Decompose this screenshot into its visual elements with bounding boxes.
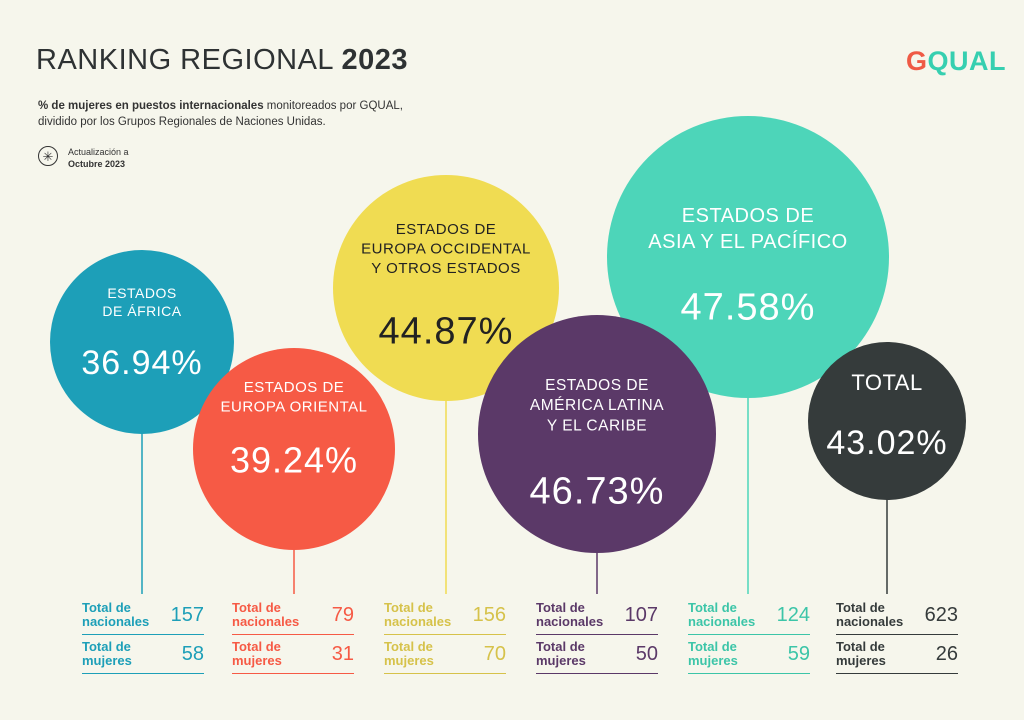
stats-row-mujeres: Total de mujeres 58 (82, 635, 204, 674)
bubble-label-asia-pacifico: ASIA Y EL PACÍFICO (648, 230, 847, 253)
stats-value-nacionales: 156 (472, 603, 506, 626)
stats-block-europa-occidental: Total de nacionales 156 Total de mujeres 70 (384, 596, 506, 674)
stats-row-mujeres: Total de mujeres 26 (836, 635, 958, 674)
stats-label-mujeres: Total de mujeres (836, 639, 886, 668)
bubble-europa-oriental (193, 348, 395, 550)
stats-label-nacionales: Total de nacionales (232, 600, 300, 629)
bubble-label-europa-occidental: EUROPA OCCIDENTAL (361, 241, 531, 258)
stats-label-nacionales: Total de nacionales (688, 600, 756, 629)
bubble-label-africa: ESTADOS (107, 285, 176, 301)
subtitle: % de mujeres en puestos internacionales … (38, 100, 403, 128)
stats-label-nacionales: Total de nacionales (384, 600, 452, 629)
stats-label-mujeres: Total de mujeres (688, 639, 738, 668)
stats-value-mujeres: 50 (635, 642, 658, 665)
stats-label-mujeres: Total de mujeres (384, 639, 434, 668)
bubble-value-total: 43.02% (826, 424, 947, 462)
stats-row-mujeres: Total de mujeres 59 (688, 635, 810, 674)
stats-value-nacionales: 79 (331, 603, 354, 626)
stats-row-nacionales: Total de nacionales 156 (384, 596, 506, 635)
bubble-africa (50, 250, 234, 434)
bubble-label-america-latina: Y EL CARIBE (547, 417, 647, 434)
stats-block-asia-pacifico: Total de nacionales 124 Total de mujeres 59 (688, 596, 810, 674)
stats-label-nacionales: Total de nacionales (536, 600, 604, 629)
stats-label-mujeres: Total de mujeres (82, 639, 132, 668)
stats-row-mujeres: Total de mujeres 70 (384, 635, 506, 674)
bubble-label-total: TOTAL (851, 370, 922, 395)
update-date: Octubre 2023 (68, 159, 126, 169)
stats-row-mujeres: Total de mujeres 31 (232, 635, 354, 674)
bubble-europa-occidental (333, 175, 559, 401)
bubble-value-africa: 36.94% (81, 344, 202, 382)
stats-row-nacionales: Total de nacionales 124 (688, 596, 810, 635)
stats-row-nacionales: Total de nacionales 79 (232, 596, 354, 635)
bubble-label-asia-pacifico: ESTADOS DE (682, 205, 814, 227)
stats-row-nacionales: Total de nacionales 157 (82, 596, 204, 635)
stats-value-mujeres: 26 (935, 642, 958, 665)
page-title: RANKING REGIONAL 2023 (36, 44, 409, 76)
stats-value-mujeres: 31 (331, 642, 354, 665)
bubble-value-asia-pacifico: 47.58% (681, 286, 816, 328)
stats-value-nacionales: 157 (170, 603, 204, 626)
stats-value-nacionales: 124 (776, 603, 810, 626)
update-note: ✳ Actualización a Octubre 2023 (38, 146, 129, 170)
bubble-value-europa-oriental: 39.24% (230, 440, 358, 481)
stats-block-europa-oriental: Total de nacionales 79 Total de mujeres 31 (232, 596, 354, 674)
bubble-label-europa-oriental: EUROPA ORIENTAL (221, 399, 368, 416)
gqual-logo: GQUAL (906, 46, 1007, 76)
bubble-label-america-latina: ESTADOS DE (545, 377, 649, 394)
stats-row-nacionales: Total de nacionales 623 (836, 596, 958, 635)
bubble-label-europa-occidental: ESTADOS DE (396, 221, 497, 238)
stats-label-nacionales: Total de nacionales (836, 600, 904, 629)
stats-label-mujeres: Total de mujeres (536, 639, 586, 668)
stats-block-total: Total de nacionales 623 Total de mujeres 26 (836, 596, 958, 674)
stats-value-nacionales: 107 (624, 603, 658, 626)
bubble-asia-pacifico (607, 116, 889, 398)
bubble-label-africa: DE ÁFRICA (102, 303, 181, 319)
bubble-label-europa-oriental: ESTADOS DE (244, 379, 345, 396)
bubble-total (808, 342, 966, 500)
bubble-value-america-latina: 46.73% (530, 470, 665, 512)
stats-block-america-latina: Total de nacionales 107 Total de mujeres 50 (536, 596, 658, 674)
update-label: Actualización a (68, 147, 129, 157)
stats-label-mujeres: Total de mujeres (232, 639, 282, 668)
stats-row-nacionales: Total de nacionales 107 (536, 596, 658, 635)
bubble-label-europa-occidental: Y OTROS ESTADOS (371, 260, 520, 277)
stats-row-mujeres: Total de mujeres 50 (536, 635, 658, 674)
stats-block-africa: Total de nacionales 157 Total de mujeres 58 (82, 596, 204, 674)
bubble-label-america-latina: AMÉRICA LATINA (530, 397, 664, 414)
stats-value-nacionales: 623 (924, 603, 958, 626)
bubble-america-latina (478, 315, 716, 553)
stats-label-nacionales: Total de nacionales (82, 600, 150, 629)
stats-value-mujeres: 59 (787, 642, 810, 665)
bubble-value-europa-occidental: 44.87% (379, 310, 514, 352)
stats-value-mujeres: 70 (483, 642, 506, 665)
sun-icon: ✳ (38, 146, 58, 166)
stats-value-mujeres: 58 (181, 642, 204, 665)
